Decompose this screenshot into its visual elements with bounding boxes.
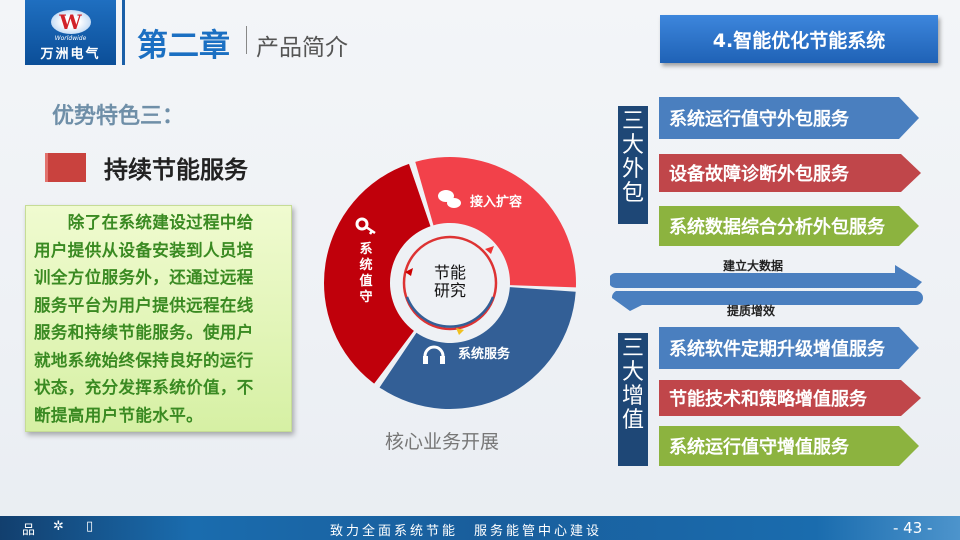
segment-label-service: 系统服务 (458, 346, 511, 362)
advantage-title: 优势特色三： (52, 104, 185, 129)
atom-icon[interactable]: ✲ (53, 519, 64, 534)
bidirectional-flow-arrows (610, 265, 923, 311)
chapter-subtitle: 产品简介 (256, 35, 348, 61)
description-line: 就地系统始终保持良好的运行 (34, 350, 254, 370)
chapter-title: 第二章 (137, 28, 230, 64)
group-label-value-added: 三大增值 (618, 333, 648, 466)
service-arrow: 节能技术和策略增值服务 (659, 380, 921, 416)
description-line: 断提高用户节能水平。 (34, 405, 203, 425)
description-line: 服务平台为用户提供远程在线 (34, 295, 254, 315)
segment-access-expansion (415, 157, 576, 288)
service-arrow: 系统运行值守增值服务 (659, 426, 919, 466)
description-box: 除了在系统建设过程中给 用户提供从设备安装到人员培 训全方位服务外，还通过远程 … (25, 205, 292, 432)
group-label-outsourcing-text: 三大外包 (622, 109, 645, 206)
section-title: 4.智能优化节能系统 (660, 15, 938, 63)
logo-brand: 万洲电气 (40, 47, 101, 62)
bullet-square (48, 153, 86, 182)
ring-marker (405, 268, 413, 276)
service-arrow: 系统软件定期升级增值服务 (659, 327, 919, 369)
description-line: 状态，充分发挥系统价值，不 (34, 378, 254, 397)
title-separator (246, 26, 247, 54)
footer-bar: 品 ✲ ▯ 致力全面系统节能 服务能管中心建设 - 43 - (0, 516, 960, 540)
group-label-outsourcing: 三大外包 (618, 106, 648, 224)
donut-hole (392, 225, 508, 341)
headline: 持续节能服务 (104, 156, 248, 184)
description-line: 训全方位服务外，还通过远程 (34, 268, 254, 287)
logo-english: Worldwide (54, 35, 87, 42)
company-logo: W Worldwide 万洲电气 (25, 0, 116, 65)
description-line: 服务和持续节能服务。使用户 (34, 323, 254, 342)
segment-label-access: 接入扩容 (470, 194, 522, 210)
book-icon[interactable]: ▯ (86, 519, 94, 534)
network-icon[interactable]: 品 (22, 523, 36, 538)
page-number: - 43 - (893, 519, 933, 537)
key-icon (355, 217, 376, 235)
logo-emblem: W (50, 10, 91, 34)
core-business-donut: 节能 研究 接入扩容 系统服务 (324, 157, 576, 410)
header-divider (122, 0, 125, 65)
center-ring (402, 235, 498, 331)
description-line: 除了在系统建设过程中给 (34, 213, 254, 232)
chat-bubbles-icon (438, 190, 461, 208)
ring-marker (456, 328, 464, 335)
center-ring-lower (405, 296, 495, 328)
segment-system-watch (324, 163, 431, 384)
group-label-value-added-text: 三大增值 (622, 336, 645, 433)
diagram-caption: 核心业务开展 (385, 431, 500, 453)
center-label-line: 节能 (434, 263, 466, 282)
ring-marker (485, 246, 494, 254)
description-line: 用户提供从设备安装到人员培 (34, 240, 254, 260)
service-arrow: 系统运行值守外包服务 (659, 97, 919, 139)
segment-system-service (379, 287, 576, 410)
headphones-icon (423, 345, 445, 364)
footer-slogan: 致力全面系统节能 服务能管中心建设 (330, 524, 603, 539)
flow-bottom-label: 提质增效 (727, 304, 776, 318)
center-label-line: 研究 (434, 281, 466, 300)
segment-label-watch: 系统值守 (359, 242, 373, 305)
arrow-left (611, 291, 923, 311)
service-arrow: 系统数据综合分析外包服务 (659, 206, 919, 246)
service-arrow: 设备故障诊断外包服务 (659, 154, 921, 192)
arrow-right (610, 265, 922, 288)
flow-top-label: 建立大数据 (723, 259, 784, 273)
